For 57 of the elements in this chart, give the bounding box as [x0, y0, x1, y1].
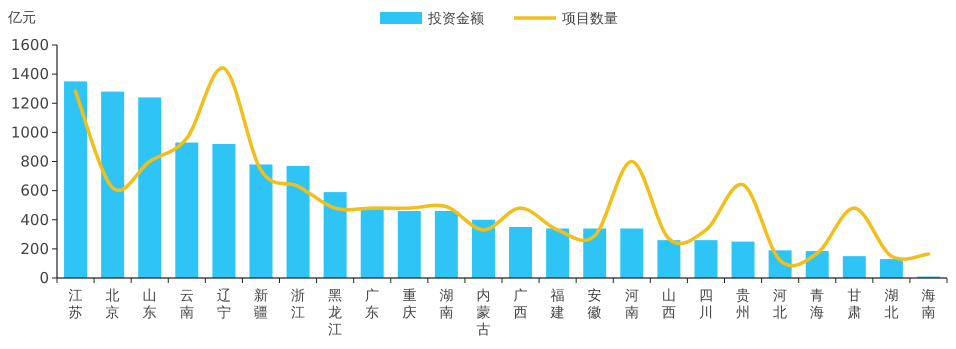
y-tick-label: 800	[20, 152, 49, 170]
x-tick-label: 安徽	[588, 288, 602, 321]
bar	[398, 211, 421, 278]
bar	[509, 227, 532, 278]
bar	[546, 228, 570, 278]
x-tick-label: 湖南	[439, 288, 454, 321]
x-tick-label: 湖北	[884, 288, 898, 321]
x-tick-label: 河北	[773, 288, 788, 321]
x-tick-label: 云南	[180, 288, 194, 321]
y-tick-label: 600	[20, 182, 49, 200]
x-tick-label: 山东	[142, 288, 157, 321]
bar	[657, 240, 680, 278]
y-tick-label: 1000	[10, 123, 49, 142]
bar	[620, 228, 644, 278]
x-tick-label: 内蒙古	[476, 288, 490, 338]
x-tick-label: 福建	[550, 288, 565, 321]
x-tick-label: 重庆	[402, 288, 416, 321]
x-tick-label: 江苏	[68, 288, 83, 321]
bar	[286, 166, 310, 278]
y-tick-label: 1200	[10, 94, 49, 112]
x-tick-label: 四川	[698, 288, 713, 321]
x-tick-label: 广东	[365, 288, 380, 321]
bar	[732, 242, 755, 278]
x-tick-label: 北京	[106, 288, 120, 321]
y-tick-label: 0	[39, 269, 49, 287]
x-tick-label: 海南	[921, 288, 936, 321]
bar	[472, 220, 495, 278]
bar	[175, 142, 198, 278]
x-tick-label: 新疆	[254, 288, 268, 321]
y-tick-label: 1400	[10, 65, 49, 84]
y-tick-label: 200	[20, 240, 49, 258]
bar	[249, 164, 272, 278]
x-tick-label: 山西	[662, 288, 676, 321]
bar	[434, 211, 458, 278]
bar	[324, 192, 347, 278]
x-tick-label: 河南	[624, 288, 639, 321]
bar	[880, 259, 903, 278]
y-tick-label: 400	[20, 210, 49, 229]
bar	[360, 210, 384, 278]
legend-label: 项目数量	[562, 11, 618, 27]
x-tick-label: 广西	[514, 288, 528, 321]
bar	[694, 240, 718, 278]
bar	[212, 144, 236, 278]
bar	[842, 256, 866, 278]
y-tick-label: 1600	[10, 36, 49, 54]
bar	[138, 97, 162, 278]
x-tick-label: 浙江	[291, 288, 306, 321]
x-tick-label: 甘肃	[847, 288, 862, 321]
x-tick-label: 黑龙江	[328, 288, 342, 338]
bar	[64, 81, 88, 278]
x-tick-label: 贵州	[736, 288, 750, 321]
bar	[583, 228, 606, 278]
x-tick-label: 辽宁	[216, 288, 231, 321]
bar	[101, 92, 124, 278]
legend-label: 投资金额	[427, 11, 484, 27]
y-axis-title: 亿元	[7, 10, 36, 26]
x-tick-label: 青海	[810, 288, 824, 321]
